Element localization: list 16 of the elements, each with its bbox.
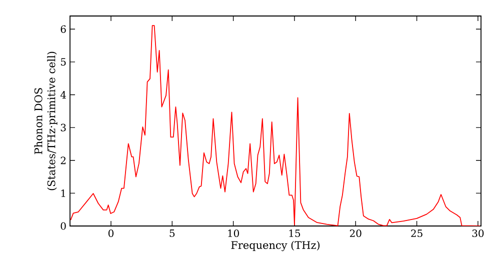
- y-tick-label: 6: [60, 25, 66, 33]
- x-tick-label: 5: [170, 230, 175, 237]
- y-tick-label: 2: [60, 156, 66, 164]
- x-tick-label: 10: [228, 230, 239, 238]
- y-tick-label: 1: [61, 189, 66, 197]
- y-tick-label: 5: [60, 58, 66, 66]
- y-tick-label: 0: [60, 222, 66, 230]
- x-tick-label: 20: [350, 230, 362, 238]
- x-tick-label: 25: [411, 230, 422, 238]
- y-tick-label: 3: [60, 124, 66, 132]
- x-tick-label: 15: [289, 230, 300, 238]
- x-tick-label: 30: [472, 230, 484, 238]
- y-axis-title: Phonon DOS (States/THz·primitive cell): [34, 52, 58, 190]
- x-axis-title: Frequency (THz): [231, 240, 320, 252]
- x-tick-label: 0: [108, 230, 114, 238]
- y-tick-label: 4: [60, 91, 66, 98]
